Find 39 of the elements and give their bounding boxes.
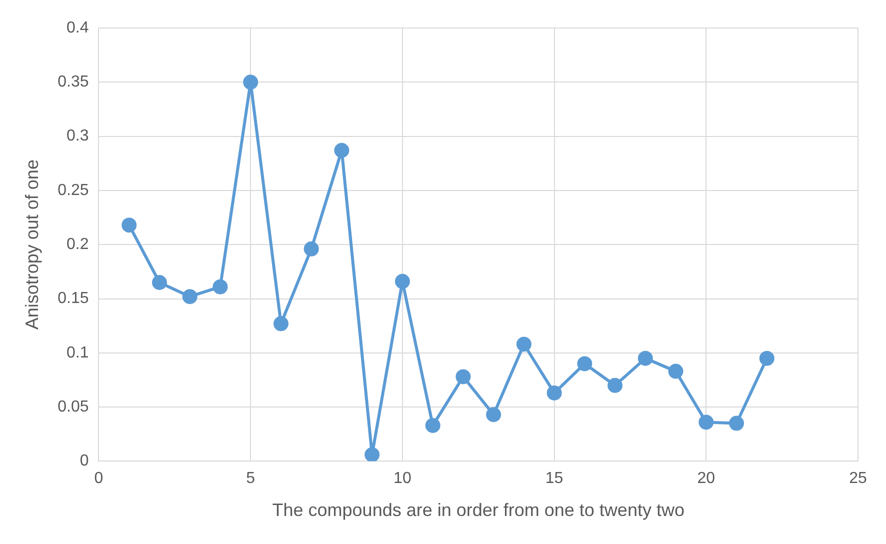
point bbox=[668, 364, 684, 379]
x-tick-label: 5 bbox=[246, 470, 256, 488]
y-tick-label: 0.2 bbox=[66, 236, 89, 254]
point bbox=[456, 369, 471, 384]
point bbox=[182, 289, 198, 304]
point bbox=[729, 416, 744, 431]
point bbox=[334, 142, 350, 158]
point bbox=[486, 407, 502, 422]
point bbox=[638, 350, 653, 366]
x-tick-label: 20 bbox=[697, 470, 716, 488]
y-tick-label: 0.05 bbox=[58, 398, 89, 416]
point bbox=[608, 378, 623, 393]
point bbox=[698, 414, 714, 430]
x-axis-title: The compounds are in order from one to twenty two bbox=[272, 500, 684, 520]
point bbox=[122, 218, 137, 233]
y-tick-label: 0 bbox=[80, 452, 89, 470]
point bbox=[152, 275, 167, 290]
y-tick-label: 0.25 bbox=[58, 182, 89, 199]
point bbox=[273, 316, 288, 332]
x-tick-label: 0 bbox=[94, 470, 104, 488]
point bbox=[516, 336, 532, 352]
point bbox=[304, 241, 319, 256]
x-tick-label: 15 bbox=[545, 470, 564, 488]
point bbox=[212, 279, 228, 294]
point bbox=[364, 447, 380, 462]
y-tick-label: 0.35 bbox=[58, 74, 89, 91]
y-tick-label: 0.3 bbox=[66, 128, 89, 145]
point bbox=[546, 385, 562, 400]
point bbox=[243, 74, 258, 90]
x-tick-label: 10 bbox=[394, 470, 412, 488]
y-axis-title: Anisotropy out of one bbox=[22, 160, 42, 330]
y-tick-label: 0.15 bbox=[58, 290, 89, 308]
point bbox=[759, 350, 774, 366]
point bbox=[425, 418, 440, 433]
y-tick-label: 0.1 bbox=[66, 344, 89, 362]
point bbox=[394, 274, 410, 289]
point bbox=[577, 356, 592, 372]
x-tick-label: 25 bbox=[849, 470, 867, 488]
y-tick-label: 0.4 bbox=[66, 19, 89, 36]
